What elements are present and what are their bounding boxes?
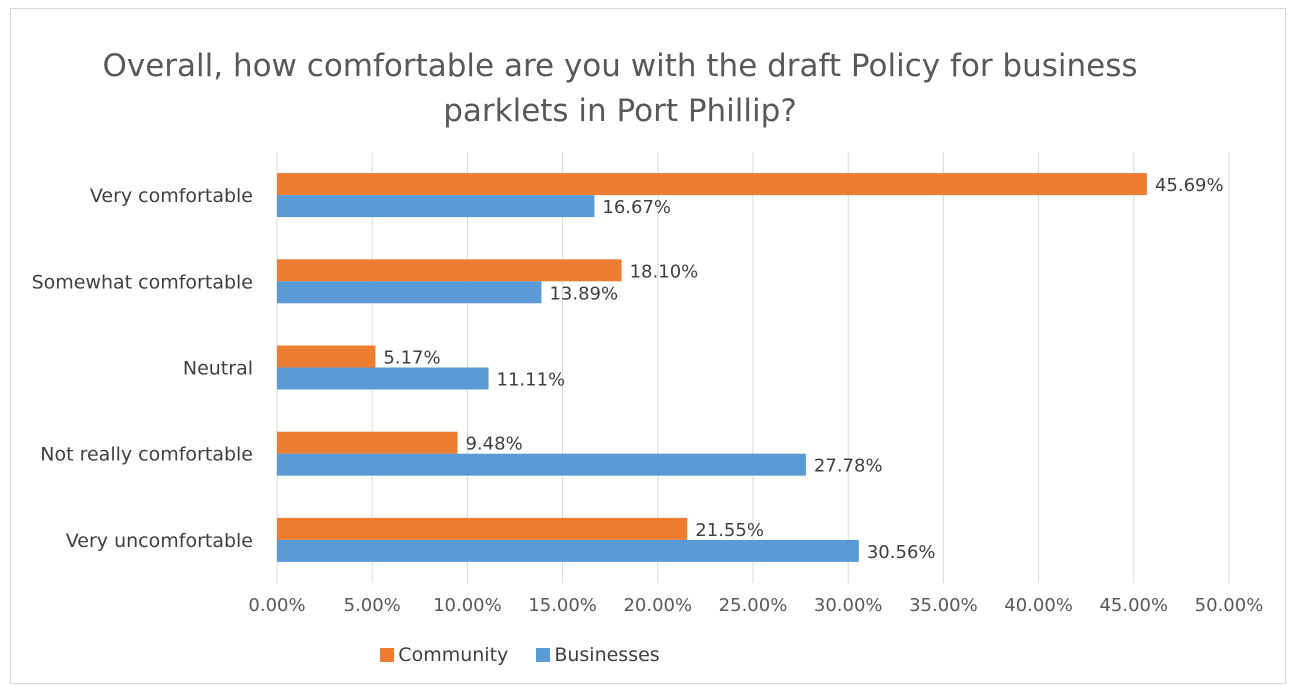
chart-title-line-1: Overall, how comfortable are you with th… <box>102 48 1138 84</box>
data-label: 27.78% <box>814 456 883 477</box>
x-tick-label: 35.00% <box>909 595 978 616</box>
bar-businesses <box>277 539 859 562</box>
x-tick-label: 30.00% <box>814 595 883 616</box>
category-label: Somewhat comfortable <box>32 271 253 293</box>
category-label: Very comfortable <box>90 185 253 207</box>
bar-businesses <box>277 195 595 218</box>
bar-community <box>277 517 688 540</box>
x-tick-label: 5.00% <box>344 595 401 616</box>
x-tick-label: 15.00% <box>528 595 597 616</box>
data-label: 30.56% <box>867 542 936 563</box>
bar-businesses <box>277 367 489 390</box>
legend-label-businesses: Businesses <box>554 644 660 666</box>
data-label: 5.17% <box>383 348 440 369</box>
bar-businesses <box>277 281 542 304</box>
data-label: 21.55% <box>695 520 764 541</box>
bar-community <box>277 173 1147 196</box>
x-tick-label: 0.00% <box>248 595 305 616</box>
chart-title-line-2: parklets in Port Phillip? <box>443 93 797 129</box>
x-tick-label: 20.00% <box>623 595 692 616</box>
legend-swatch-businesses <box>536 648 551 662</box>
x-tick-label: 45.00% <box>1099 595 1168 616</box>
bar-community <box>277 345 376 368</box>
legend: Community Businesses <box>0 644 1040 667</box>
chart-frame <box>10 8 1286 684</box>
legend-item-businesses: Businesses <box>536 644 660 666</box>
data-label: 13.89% <box>549 283 618 304</box>
x-tick-label: 25.00% <box>719 595 788 616</box>
category-label: Neutral <box>183 358 253 380</box>
category-label: Not really comfortable <box>40 444 253 466</box>
bar-community <box>277 431 458 454</box>
data-label: 16.67% <box>602 197 671 218</box>
data-label: 18.10% <box>630 261 699 282</box>
x-tick-label: 10.00% <box>433 595 502 616</box>
x-tick-label: 40.00% <box>1004 595 1073 616</box>
bar-businesses <box>277 453 806 476</box>
legend-item-community: Community <box>380 644 508 666</box>
bar-community <box>277 259 622 282</box>
data-label: 45.69% <box>1155 175 1224 196</box>
legend-label-community: Community <box>398 644 509 666</box>
chart-title: Overall, how comfortable are you with th… <box>0 44 1240 134</box>
legend-swatch-community <box>380 648 395 662</box>
category-label: Very uncomfortable <box>66 530 253 552</box>
x-tick-label: 50.00% <box>1195 595 1264 616</box>
data-label: 11.11% <box>497 370 566 391</box>
data-label: 9.48% <box>465 434 522 455</box>
